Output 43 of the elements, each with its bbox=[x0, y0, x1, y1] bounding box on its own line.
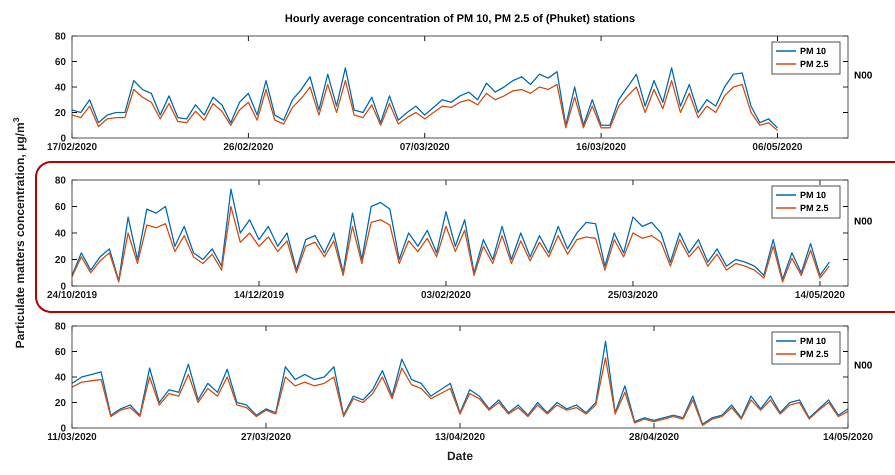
x-axis-title: Date bbox=[446, 449, 474, 463]
legend-label: PM 10 bbox=[800, 336, 826, 346]
text: N00 bbox=[854, 216, 873, 228]
y-tick-label: 20 bbox=[54, 108, 66, 119]
x-tick-label: 25/03/2020 bbox=[608, 290, 658, 301]
x-tick-label: 14/05/2020 bbox=[794, 290, 846, 301]
x-tick-label: 16/03/2020 bbox=[576, 142, 627, 153]
legend-label: PM 2.5 bbox=[800, 203, 829, 214]
line-series bbox=[71, 67, 778, 128]
y-tick-label: 60 bbox=[54, 202, 66, 213]
line-series bbox=[71, 357, 849, 426]
y-tick-label: 60 bbox=[54, 347, 66, 358]
y-tick-label: 20 bbox=[54, 255, 66, 266]
legend-label: PM 2.5 bbox=[800, 59, 829, 70]
x-tick-label: 28/04/2020 bbox=[628, 432, 680, 443]
x-tick-label: 14/05/2020 bbox=[822, 432, 874, 443]
x-tick-label: 14/12/2019 bbox=[234, 290, 284, 301]
line-series bbox=[71, 188, 830, 282]
legend-label: PM 2.5 bbox=[800, 349, 829, 360]
text: N00 bbox=[854, 360, 873, 372]
y-tick-label: 40 bbox=[54, 372, 66, 384]
x-tick-label: 06/05/2020 bbox=[752, 142, 803, 153]
x-tick-label: 17/02/2020 bbox=[46, 142, 98, 153]
legend-label: PM 10 bbox=[800, 46, 826, 56]
y-tick-label: 40 bbox=[54, 82, 66, 94]
x-tick-label: 11/03/2020 bbox=[47, 432, 98, 443]
line-series bbox=[71, 80, 778, 131]
x-tick-label: 07/03/2020 bbox=[400, 142, 450, 153]
line-series bbox=[71, 206, 830, 283]
y-tick-label: 80 bbox=[54, 32, 66, 42]
x-tick-label: 03/02/2020 bbox=[420, 290, 472, 301]
y-tick-label: 20 bbox=[54, 398, 66, 409]
x-tick-label: 26/02/2020 bbox=[223, 142, 274, 153]
text: N00 bbox=[854, 70, 873, 82]
y-tick-label: 80 bbox=[54, 322, 66, 332]
x-tick-label: 27/03/2020 bbox=[240, 432, 292, 443]
y-tick-label: 60 bbox=[54, 57, 66, 68]
y-tick-label: 80 bbox=[54, 176, 66, 186]
x-tick-label: 24/10/2019 bbox=[46, 290, 98, 301]
chart-title: Hourly average concentration of PM 10, PM 2.5 of (Phuket) stations bbox=[284, 13, 636, 25]
y-tick-label: 40 bbox=[54, 228, 66, 240]
legend-label: PM 10 bbox=[800, 190, 826, 200]
x-tick-label: 13/04/2020 bbox=[434, 432, 486, 443]
